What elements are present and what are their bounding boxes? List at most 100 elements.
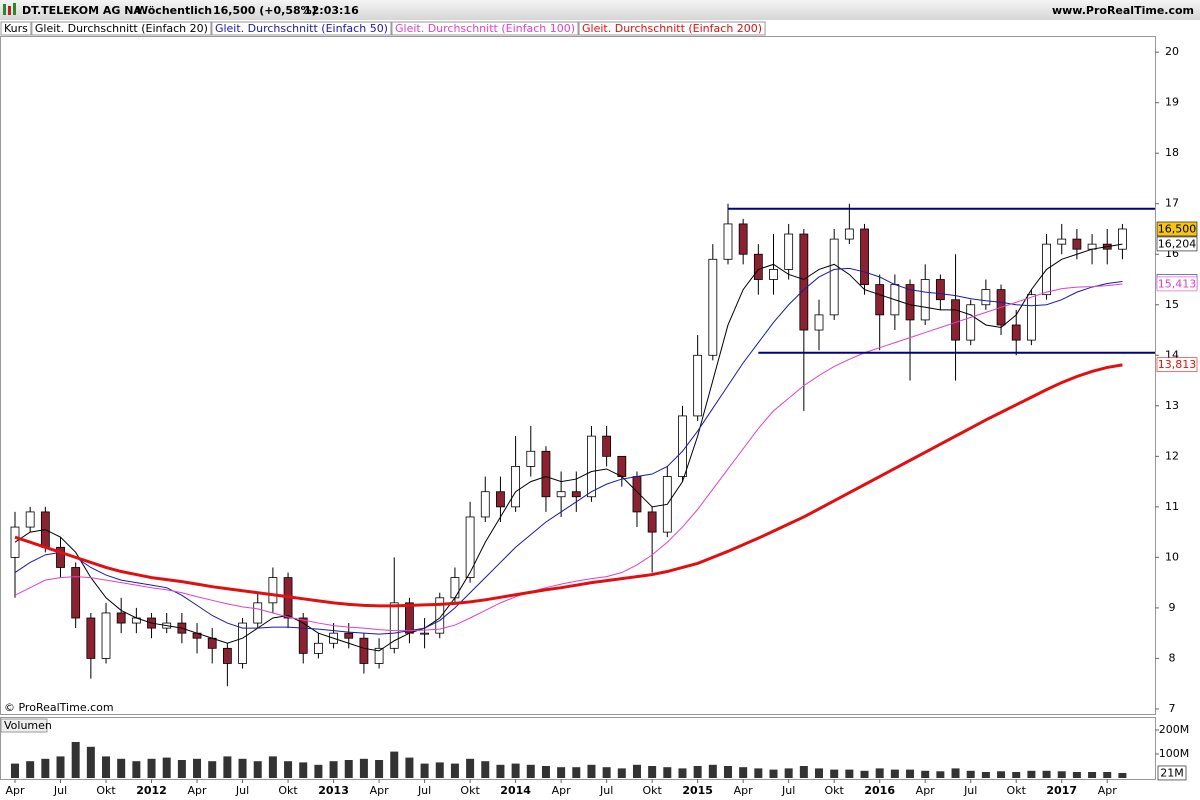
- volume-bar: [390, 751, 399, 778]
- volume-bar: [481, 761, 490, 778]
- volume-bar: [177, 760, 186, 778]
- volume-bar: [997, 771, 1006, 778]
- volume-bar: [56, 756, 65, 778]
- candle-body: [222, 647, 232, 664]
- candle-body: [829, 238, 839, 316]
- volume-bar: [1103, 772, 1112, 778]
- candle-body: [693, 354, 703, 417]
- candle-body: [25, 511, 35, 528]
- price-marker-label: 16,500: [1158, 222, 1197, 235]
- candle-body: [951, 299, 960, 341]
- volume-bar: [769, 769, 778, 778]
- volume-bar: [693, 766, 702, 778]
- candle-body: [738, 223, 748, 255]
- y-tick-label: 18: [1165, 146, 1179, 159]
- x-tick-label: 2015: [682, 784, 713, 797]
- candle-body: [966, 304, 976, 341]
- candle-body: [420, 632, 429, 635]
- header-bar: [0, 0, 1200, 20]
- volume-bar: [815, 768, 824, 778]
- moving-average: [14, 267, 1123, 635]
- x-tick-label: 2014: [500, 784, 531, 797]
- volume-bar: [86, 746, 95, 778]
- legend-label: Kurs: [4, 22, 28, 35]
- legend-label: Gleit. Durchschnitt (Einfach 100): [395, 22, 575, 35]
- volume-bar: [253, 761, 262, 778]
- price-marker: [1156, 357, 1198, 373]
- candle-body: [814, 314, 824, 331]
- time: 12:03:16: [304, 4, 359, 17]
- candle-body: [374, 647, 384, 664]
- y-tick-label: 17: [1165, 197, 1179, 210]
- volume-bar: [117, 758, 126, 778]
- candle-body: [571, 491, 581, 498]
- price-marker: [1156, 236, 1198, 252]
- candle-body: [860, 228, 869, 285]
- x-tick-label: Jul: [781, 784, 795, 797]
- candle-body: [875, 284, 885, 316]
- candle-body: [920, 279, 930, 321]
- site: www.ProRealTime.com: [1052, 4, 1194, 17]
- candle-body: [116, 612, 126, 624]
- x-tick-label: Okt: [96, 784, 116, 797]
- candle-body: [313, 642, 323, 654]
- volume-bar: [268, 756, 277, 778]
- volume-bar: [208, 761, 217, 778]
- volume-bar: [147, 758, 156, 778]
- volume-bar: [754, 768, 763, 778]
- volume-bar: [860, 770, 869, 778]
- price-panel: [0, 36, 1156, 715]
- volume-bar: [708, 764, 717, 778]
- volume-bar: [723, 766, 732, 778]
- volume-bar: [799, 766, 808, 778]
- x-tick-label: 2012: [136, 784, 167, 797]
- y-tick-label: 100M: [1159, 747, 1190, 760]
- x-tick-label: Okt: [1007, 784, 1027, 797]
- y-tick-label: 12: [1165, 449, 1179, 462]
- volume-marker: [1157, 765, 1187, 781]
- volume-bar: [466, 758, 475, 778]
- volume-bar: [299, 762, 308, 778]
- volume-bar: [921, 770, 930, 778]
- volume-bar: [890, 769, 899, 778]
- volume-bar: [1057, 771, 1066, 778]
- candle-body: [405, 602, 414, 634]
- candle-body: [389, 602, 399, 649]
- candle-body: [1026, 294, 1036, 341]
- x-tick-label: Apr: [734, 784, 754, 797]
- moving-average: [14, 243, 1123, 652]
- volume-bar: [526, 764, 535, 778]
- candle-body: [1118, 228, 1127, 250]
- candle-body: [253, 602, 263, 624]
- legend-label: Gleit. Durchschnitt (Einfach 50): [215, 22, 388, 35]
- price-marker: [1156, 276, 1198, 292]
- volume-bar: [223, 756, 232, 778]
- candle-body: [1072, 238, 1082, 250]
- legend-box: [391, 21, 579, 36]
- volume-bar: [102, 756, 111, 778]
- volume-bar: [936, 771, 945, 778]
- x-tick-label: Jul: [599, 784, 613, 797]
- y-tick-label: 8: [1169, 651, 1176, 664]
- volume-bar: [344, 760, 353, 778]
- candle-body: [496, 491, 505, 508]
- candle-body: [602, 435, 612, 457]
- volume-bar: [435, 762, 444, 778]
- candle-body: [784, 233, 794, 270]
- volume-bar: [511, 763, 520, 778]
- candle-body: [465, 516, 475, 578]
- x-tick-label: 2013: [318, 784, 349, 797]
- volume-bar: [1012, 772, 1021, 778]
- volume-bar: [739, 767, 748, 778]
- candle-body: [981, 289, 991, 306]
- candle-body: [617, 455, 627, 477]
- price: 16,500 (+0,58%): [213, 4, 317, 17]
- x-tick-label: Apr: [1098, 784, 1118, 797]
- candle-body: [298, 617, 308, 654]
- candle-body: [268, 577, 278, 604]
- volume-bar: [587, 764, 596, 778]
- legend-box: [31, 21, 212, 36]
- candle-body: [708, 258, 718, 356]
- y-tick-label: 200M: [1159, 723, 1190, 736]
- candle-body: [541, 450, 551, 498]
